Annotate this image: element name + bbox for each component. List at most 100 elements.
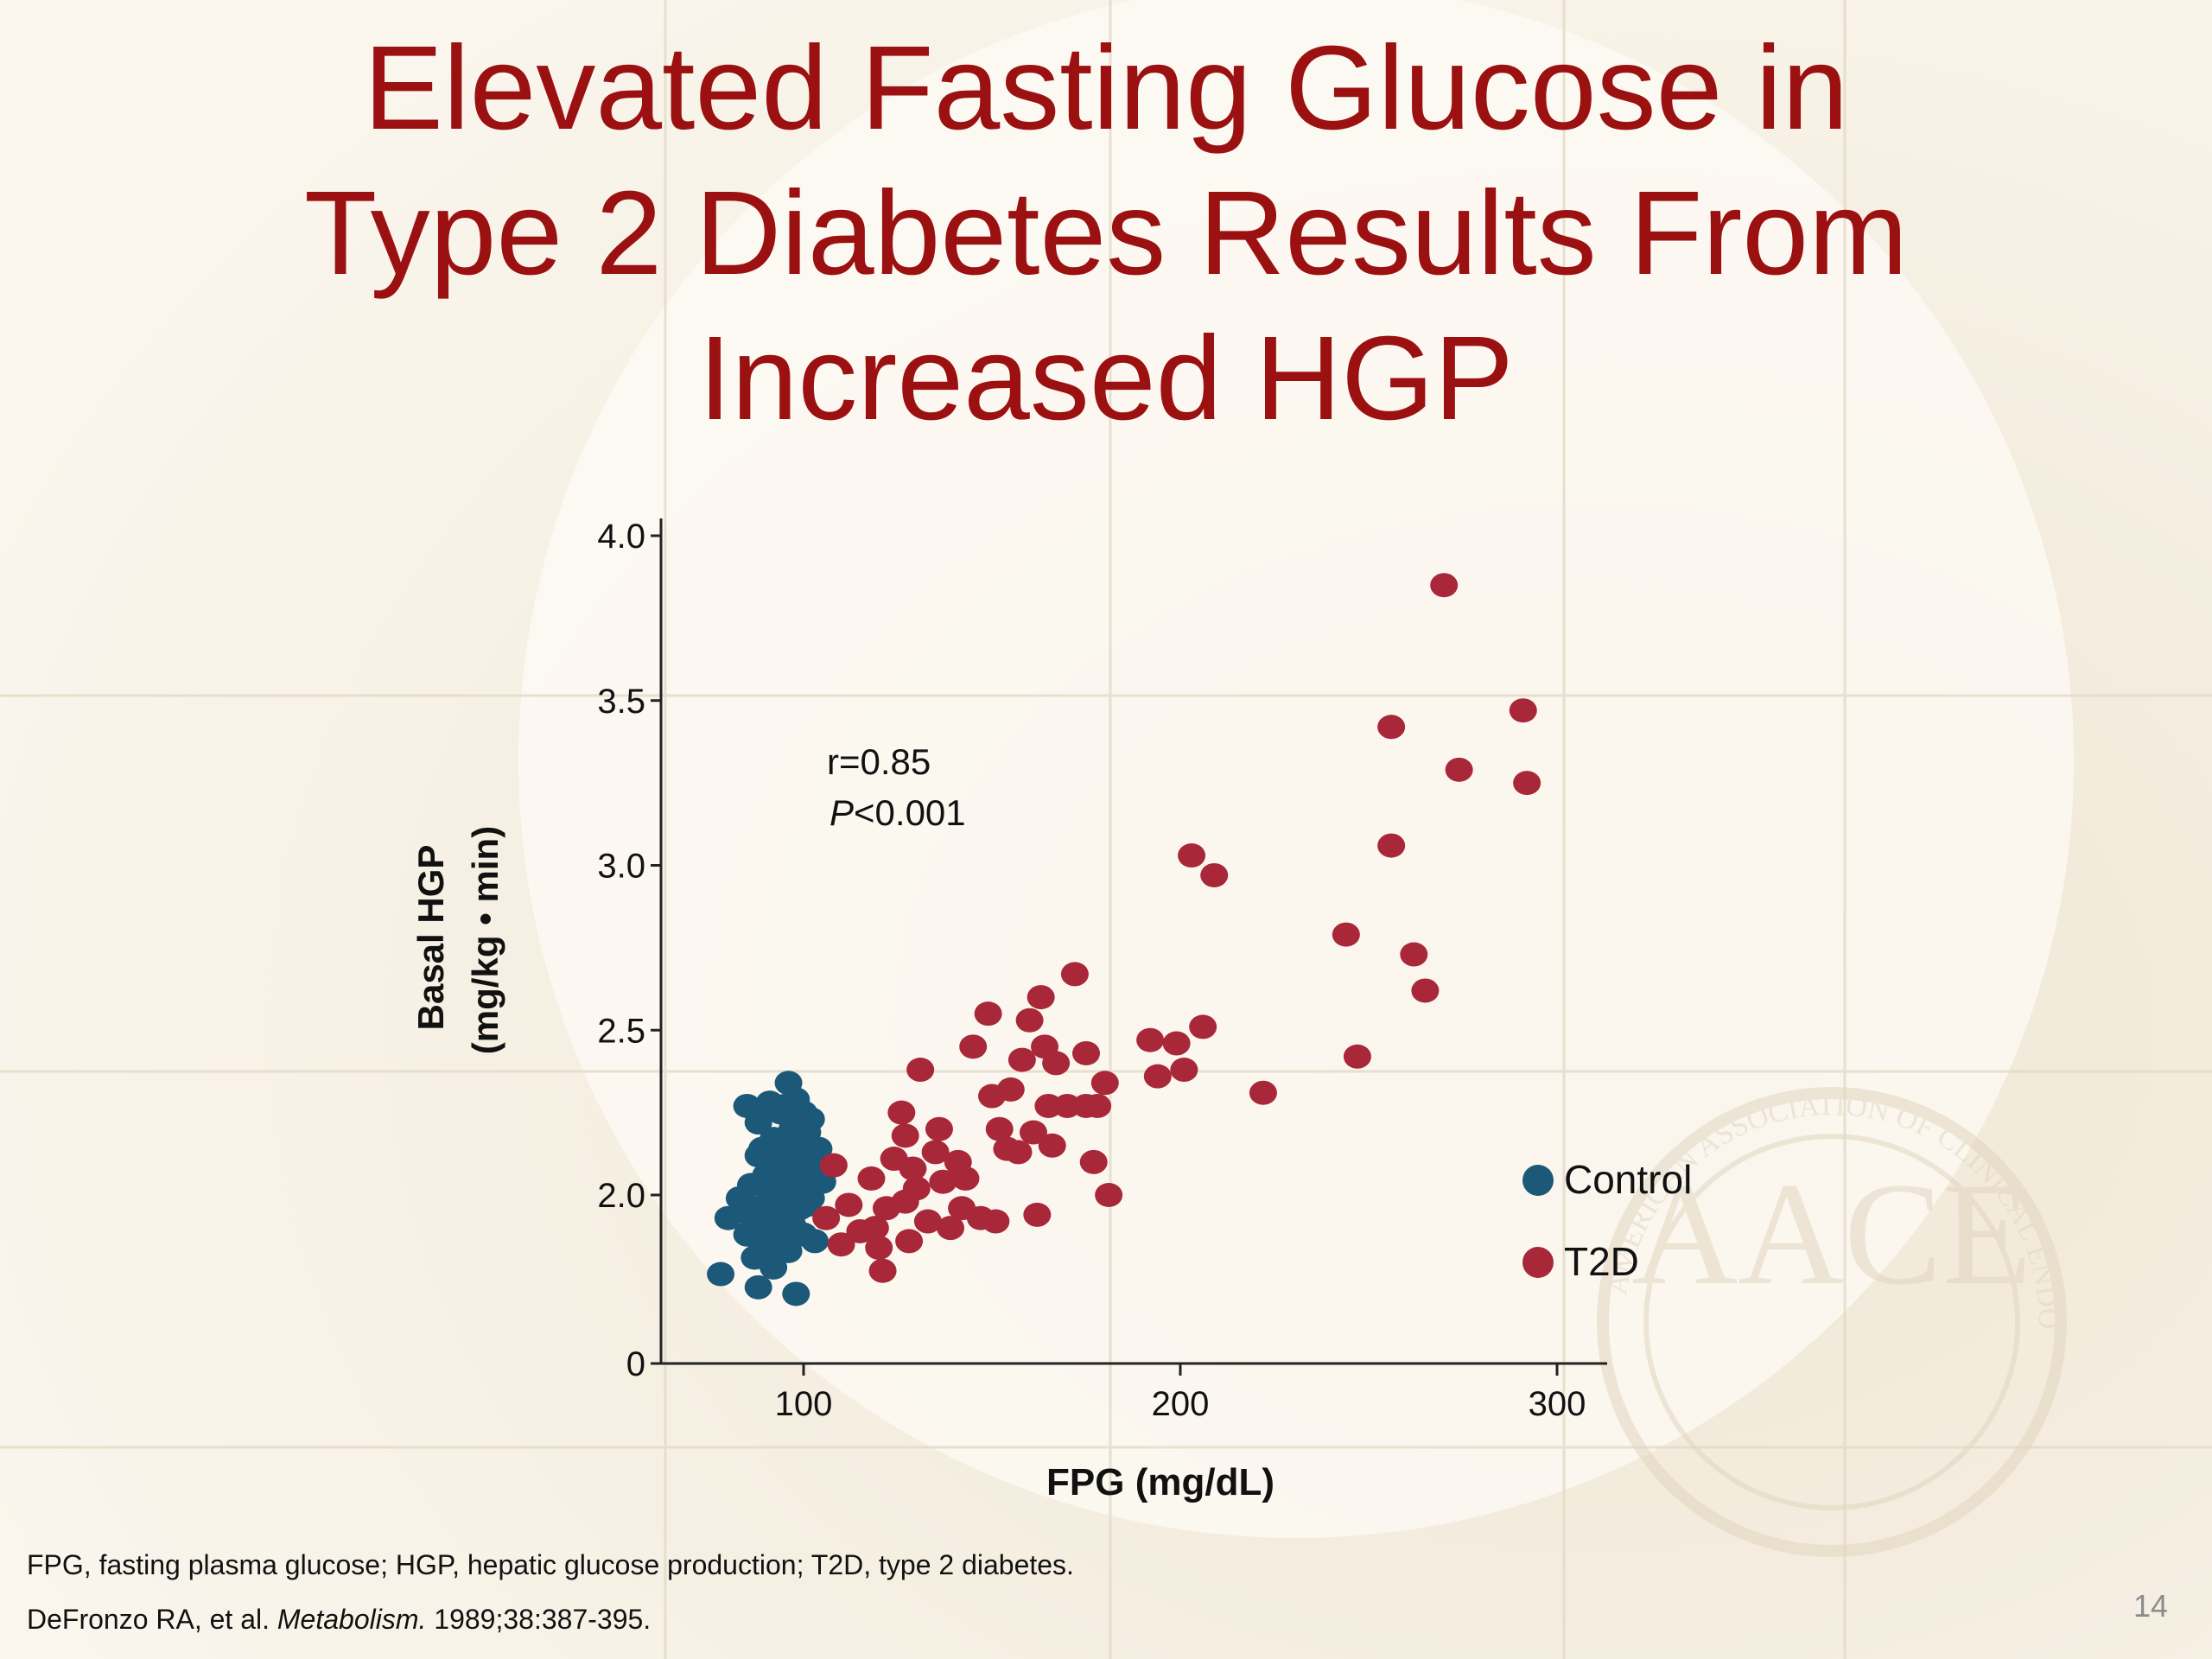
- t2d-point: [861, 1216, 889, 1241]
- t2d-point: [902, 1176, 931, 1201]
- t2d-point: [1007, 1047, 1036, 1072]
- legend-marker-t2d: [1522, 1247, 1554, 1278]
- t2d-point: [819, 1153, 848, 1178]
- t2d-point: [1513, 771, 1541, 796]
- legend-label-t2d: T2D: [1564, 1239, 1639, 1284]
- legend-label-control: Control: [1564, 1157, 1692, 1202]
- t2d-point: [1509, 698, 1537, 723]
- t2d-point: [827, 1232, 855, 1257]
- t2d-point: [1400, 942, 1428, 967]
- x-axis-title: FPG (mg/dL): [1046, 1461, 1274, 1503]
- t2d-point: [899, 1156, 927, 1181]
- chart-axes: [651, 518, 1607, 1376]
- page-number: 14: [2133, 1588, 2168, 1624]
- control-point: [771, 1093, 799, 1118]
- t2d-point: [1377, 715, 1406, 740]
- citation-footnote: DeFronzo RA, et al. Metabolism. 1989;38:…: [27, 1604, 651, 1636]
- control-point: [752, 1225, 780, 1250]
- control-point: [707, 1262, 735, 1287]
- citation-journal: Metabolism.: [276, 1604, 427, 1635]
- t2d-point: [1332, 922, 1360, 947]
- p-value: <0.001: [854, 792, 966, 833]
- y-tick-label: 4.0: [597, 518, 645, 556]
- y-tick-label: 3.5: [597, 683, 645, 721]
- t2d-point: [921, 1140, 950, 1165]
- y-tick-label: 2.0: [597, 1177, 645, 1215]
- t2d-point: [1430, 573, 1459, 598]
- abbreviation-footnote: FPG, fasting plasma glucose; HGP, hepati…: [27, 1549, 1074, 1580]
- control-point: [760, 1183, 788, 1207]
- control-point: [748, 1136, 777, 1161]
- p-symbol: P: [830, 792, 854, 833]
- t2d-point: [1079, 1149, 1108, 1174]
- control-point: [782, 1281, 810, 1306]
- t2d-point: [1445, 757, 1473, 782]
- title-line-1: Elevated Fasting Glucose in: [363, 22, 1849, 155]
- title-line-2: Type 2 Diabetes Results From: [303, 167, 1909, 300]
- control-point: [793, 1192, 822, 1217]
- x-tick-label: 300: [1529, 1385, 1586, 1423]
- control-point: [736, 1196, 765, 1221]
- t2d-point: [1200, 862, 1229, 887]
- t2d-point: [887, 1100, 916, 1125]
- control-point: [766, 1153, 795, 1178]
- chart-points: [707, 573, 1541, 1306]
- t2d-point: [1377, 833, 1406, 858]
- title-line-3: Increased HGP: [698, 312, 1514, 445]
- t2d-point: [1178, 843, 1206, 868]
- t2d-point: [1090, 1071, 1119, 1096]
- t2d-point: [812, 1205, 841, 1230]
- t2d-point: [1162, 1031, 1191, 1056]
- t2d-point: [996, 1077, 1025, 1102]
- t2d-point: [1038, 1133, 1066, 1158]
- slide-title: Elevated Fasting Glucose in Type 2 Diabe…: [0, 16, 2212, 451]
- t2d-point: [1072, 1040, 1100, 1065]
- y-tick-label: 0: [626, 1345, 645, 1383]
- t2d-point: [959, 1034, 988, 1059]
- t2d-point: [1343, 1044, 1371, 1069]
- y-axis-subtitle: (mg/kg • min): [465, 826, 505, 1054]
- t2d-point: [1023, 1202, 1052, 1227]
- control-point: [755, 1249, 784, 1274]
- x-tick-label: 100: [775, 1385, 833, 1423]
- control-point: [714, 1205, 742, 1230]
- t2d-point: [1249, 1080, 1277, 1105]
- t2d-point: [1027, 985, 1055, 1010]
- t2d-point: [1015, 1007, 1044, 1033]
- citation-authors: DeFronzo RA, et al.: [27, 1604, 270, 1635]
- t2d-point: [1060, 962, 1089, 987]
- t2d-point: [985, 1116, 1014, 1141]
- control-point: [801, 1229, 830, 1254]
- t2d-point: [865, 1236, 893, 1261]
- legend-marker-control: [1522, 1165, 1554, 1196]
- control-point: [744, 1274, 772, 1300]
- control-point: [804, 1136, 833, 1161]
- t2d-point: [929, 1169, 957, 1194]
- p-value-annotation: P<0.001: [830, 792, 966, 833]
- t2d-point: [1095, 1183, 1123, 1207]
- t2d-point: [835, 1192, 863, 1217]
- t2d-point: [895, 1229, 924, 1254]
- chart-labels: 0 2.0 2.5 3.0 3.5 4.0 100 200 300 FPG (mg/dL) Basa…: [410, 518, 1692, 1503]
- t2d-point: [925, 1116, 953, 1141]
- t2d-point: [937, 1216, 965, 1241]
- t2d-point: [1136, 1027, 1165, 1052]
- t2d-point: [891, 1123, 919, 1148]
- control-point: [797, 1107, 825, 1132]
- y-tick-label: 2.5: [597, 1012, 645, 1050]
- x-tick-label: 200: [1152, 1385, 1210, 1423]
- t2d-point: [857, 1166, 886, 1191]
- t2d-point: [1084, 1093, 1112, 1118]
- t2d-point: [913, 1209, 942, 1234]
- t2d-point: [906, 1058, 935, 1083]
- t2d-point: [1170, 1058, 1198, 1083]
- citation-details: 1989;38:387-395.: [434, 1604, 652, 1635]
- y-axis-title: Basal HGP: [410, 845, 451, 1031]
- t2d-point: [1042, 1051, 1071, 1076]
- t2d-point: [1143, 1064, 1172, 1089]
- t2d-point: [1189, 1014, 1217, 1039]
- t2d-point: [951, 1166, 980, 1191]
- control-point: [785, 1173, 814, 1198]
- t2d-point: [868, 1258, 897, 1283]
